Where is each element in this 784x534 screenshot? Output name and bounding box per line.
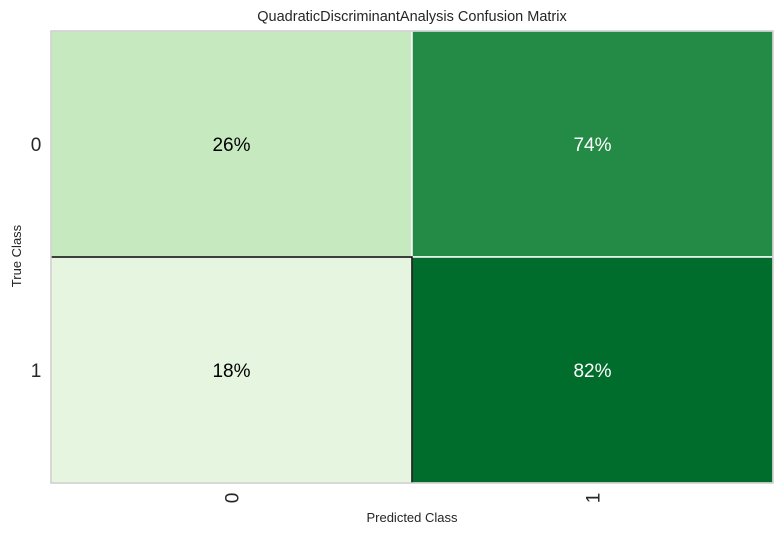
- cell-value-label-0-0: 26%: [212, 135, 250, 156]
- x-tick-label: 0: [223, 493, 244, 504]
- chart-title: QuadraticDiscriminantAnalysis Confusion …: [257, 9, 567, 25]
- x-tick-label: 1: [584, 493, 605, 504]
- x-axis-label: Predicted Class: [366, 510, 458, 525]
- y-tick-label: 1: [31, 361, 42, 382]
- cell-value-label-1-1: 82%: [573, 361, 611, 382]
- heatmap-cell-1-1: [411, 256, 774, 484]
- cell-value-label-0-1: 74%: [573, 135, 611, 156]
- y-tick-labels: 01: [31, 135, 42, 382]
- plot-frame: [50, 30, 774, 484]
- heatmap-cells: 26% 74% 18% 82%: [50, 30, 774, 484]
- heatmap-cell-0-0: [50, 30, 413, 258]
- y-tick-label: 0: [31, 135, 42, 156]
- cell-highlight-border: [51, 256, 413, 483]
- cell-value-label-1-0: 18%: [212, 361, 250, 382]
- y-axis-label: True Class: [9, 224, 24, 287]
- heatmap-cell-0-1: [411, 30, 774, 258]
